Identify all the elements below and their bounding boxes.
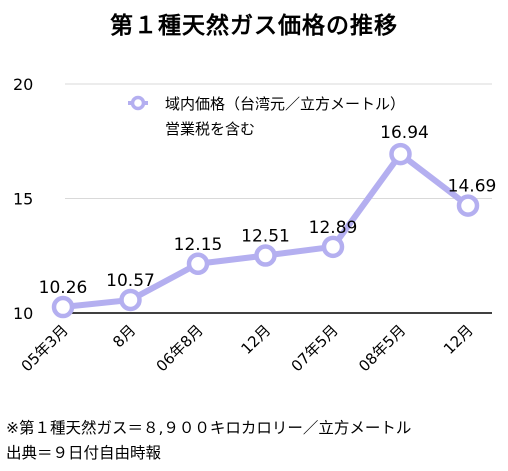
- data-label: 12.15: [174, 235, 223, 255]
- x-axis-labels: 05年3月 8月 06年8月 12月 07年5月 08年5月 12月: [18, 321, 477, 375]
- data-label: 10.26: [39, 278, 88, 298]
- data-point: [389, 142, 412, 166]
- y-axis-ticks: 10 15 20: [13, 75, 33, 323]
- data-label: 12.51: [241, 227, 290, 247]
- x-tick-label: 08年5月: [355, 321, 409, 375]
- data-label: 16.94: [380, 123, 429, 143]
- data-label: 12.89: [309, 218, 358, 238]
- data-point: [186, 252, 210, 276]
- x-tick-label: 8月: [109, 321, 139, 351]
- data-point: [119, 288, 142, 312]
- data-point: [321, 235, 345, 259]
- y-tick-label: 20: [13, 75, 33, 94]
- footnote-gas-definition: ※第１種天然ガス＝８,９００キロカロリー／立方メートル: [6, 419, 412, 437]
- gridlines: [65, 83, 492, 314]
- data-point: [456, 194, 480, 217]
- y-tick-label: 10: [13, 304, 33, 323]
- footnote-source: 出典＝９日付自由時報: [6, 444, 162, 462]
- data-label: 14.69: [448, 177, 497, 197]
- y-tick-label: 15: [13, 190, 33, 209]
- series-markers: [51, 142, 480, 319]
- x-tick-label: 12月: [440, 321, 477, 358]
- data-point: [51, 295, 75, 319]
- data-point: [254, 244, 277, 267]
- data-labels: 10.26 10.57 12.15 12.51 12.89 16.94 14.69: [39, 123, 497, 298]
- legend-label: 域内価格（台湾元／立方メートル）: [165, 95, 405, 113]
- x-tick-label: 06年8月: [153, 321, 207, 375]
- legend-marker-swatch: [130, 95, 146, 111]
- x-tick-label: 07年5月: [288, 321, 342, 375]
- data-label: 10.57: [106, 271, 155, 291]
- legend: 域内価格（台湾元／立方メートル） 営業税を含む: [128, 95, 405, 138]
- legend-label-note: 営業税を含む: [165, 120, 255, 138]
- x-tick-label: 12月: [237, 321, 274, 358]
- x-tick-label: 05年3月: [18, 321, 72, 375]
- chart-title: 第１種天然ガス価格の推移: [110, 13, 398, 39]
